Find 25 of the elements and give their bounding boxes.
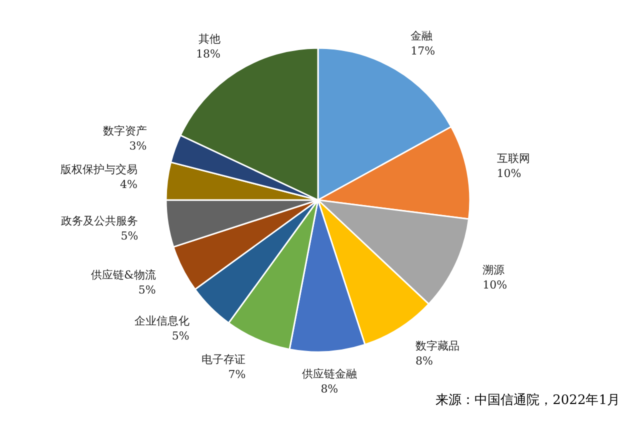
data-label: 10% xyxy=(482,278,508,292)
slice-label: 数字藏品 xyxy=(416,340,460,353)
slice-label: 金融 xyxy=(410,29,433,42)
data-label: 8% xyxy=(320,382,338,396)
data-label: 17% xyxy=(410,44,436,58)
source-note: 来源：中国信通院，2022年1月 xyxy=(436,393,620,408)
slice-label: 电子存证 xyxy=(202,353,246,366)
data-label: 10% xyxy=(496,166,522,180)
data-label: 5% xyxy=(172,330,190,343)
data-label: 8% xyxy=(416,354,433,368)
data-label: 5% xyxy=(120,229,138,242)
slice-label: 供应链金融 xyxy=(302,368,357,381)
slice-label: 其他 xyxy=(198,32,220,46)
data-label: 18% xyxy=(196,47,220,60)
data-label: 7% xyxy=(228,368,246,382)
data-label: 4% xyxy=(120,178,138,192)
data-label: 3% xyxy=(129,139,147,152)
slice-label: 供应链&物流 xyxy=(91,268,156,282)
slice-label: 溯源 xyxy=(482,263,505,276)
slice-label: 政务及公共服务 xyxy=(61,214,138,228)
slice-label: 数字资产 xyxy=(102,124,147,138)
slice-label: 版权保护与交易 xyxy=(60,163,138,176)
slice-label: 互联网 xyxy=(496,152,530,165)
slice-label: 企业信息化 xyxy=(134,314,190,328)
data-label: 5% xyxy=(138,284,156,297)
